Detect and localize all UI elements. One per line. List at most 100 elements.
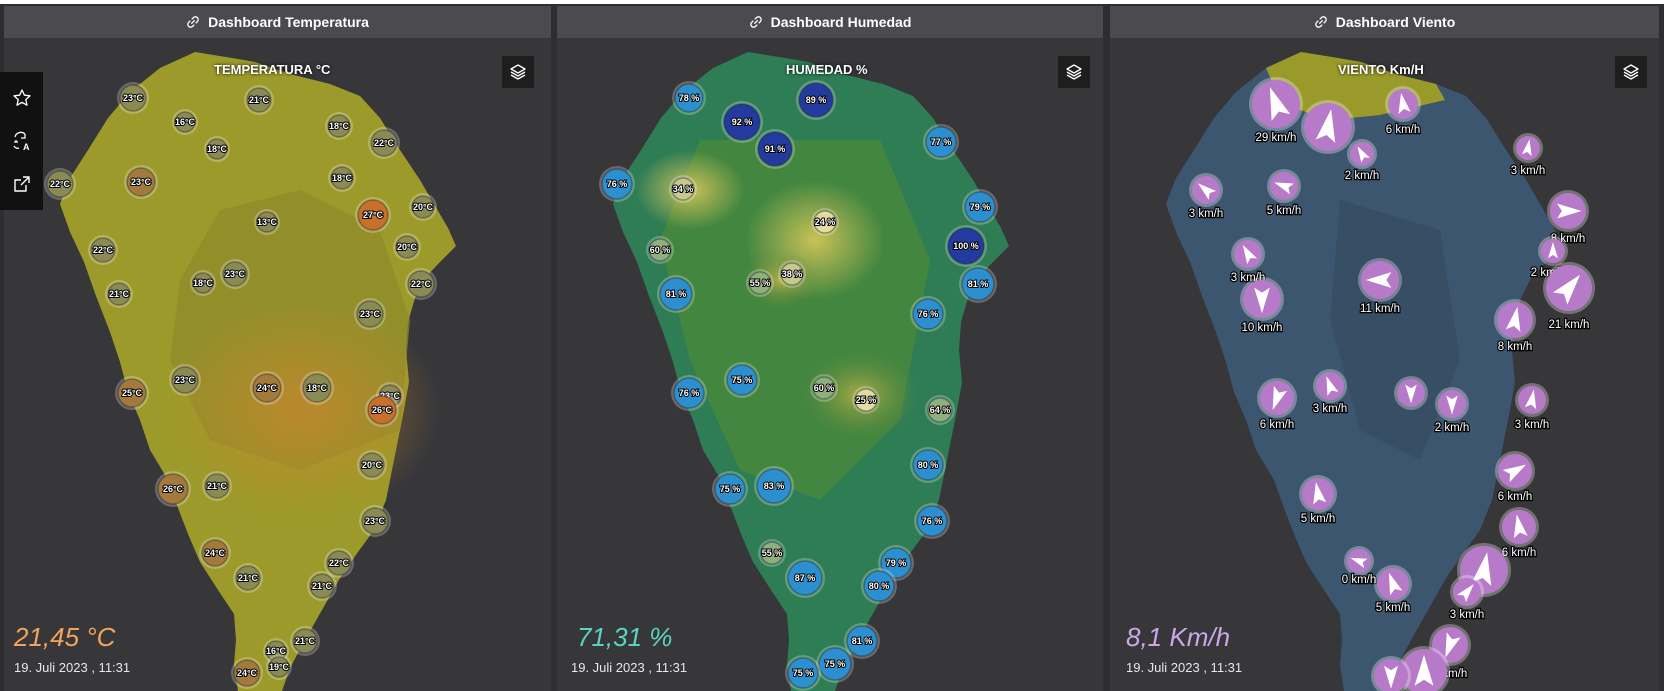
hum-station[interactable]: 81 % [844, 623, 880, 659]
hum-station[interactable]: 64 % [925, 395, 955, 425]
temp-station[interactable]: 16°C [172, 109, 198, 135]
hum-station[interactable]: 60 % [810, 374, 838, 402]
hum-station[interactable]: 91 % [755, 129, 795, 169]
temp-station[interactable]: 13°C [254, 209, 280, 235]
layers-button-humedad[interactable] [1058, 56, 1090, 88]
temp-station[interactable]: 24°C [231, 657, 263, 689]
temp-station[interactable]: 21°C [233, 563, 263, 593]
panel-title-humedad[interactable]: Dashboard Humedad [557, 6, 1103, 38]
temp-station[interactable]: 21°C [202, 471, 232, 501]
hum-station[interactable]: 79 % [878, 545, 914, 581]
hum-station[interactable]: 92 % [721, 101, 763, 143]
hum-station[interactable]: 55 % [746, 269, 774, 297]
temp-station[interactable]: 22°C [324, 548, 354, 578]
hum-station[interactable]: 76 % [671, 375, 707, 411]
hum-station[interactable]: 34 % [669, 175, 697, 203]
temp-station[interactable]: 16°C [263, 638, 289, 664]
temp-station[interactable]: 22°C [88, 235, 118, 265]
temp-station[interactable]: 22°C [44, 168, 76, 200]
hum-station[interactable]: 81 % [959, 265, 997, 303]
temp-station[interactable]: 22°C [405, 268, 437, 300]
temp-station[interactable]: 18°C [300, 371, 334, 405]
layers-button-viento[interactable] [1615, 56, 1647, 88]
wind-station[interactable]: 6 km/h [1257, 378, 1297, 432]
temp-station[interactable]: 23°C [124, 165, 158, 199]
wind-station[interactable]: 3 km/h [1187, 173, 1225, 221]
wind-station[interactable]: 8 km/h [1494, 299, 1536, 354]
hum-station[interactable]: 25 % [852, 386, 880, 414]
hum-station[interactable]: 79 % [962, 189, 998, 225]
temp-station[interactable]: 20°C [409, 193, 437, 221]
temp-station[interactable]: 22°C [368, 127, 400, 159]
wind-station[interactable] [1398, 646, 1450, 691]
hum-station[interactable]: 75 % [816, 645, 854, 683]
wind-station[interactable] [1371, 656, 1411, 691]
hum-station[interactable]: 75 % [785, 655, 821, 691]
hum-station[interactable]: 89 % [796, 80, 836, 120]
hum-station[interactable]: 100 % [945, 225, 987, 267]
wind-station[interactable]: 10 km/h [1240, 277, 1284, 335]
wind-station[interactable]: 5 km/h [1374, 565, 1412, 615]
wind-station[interactable]: 0 km/h [1340, 546, 1378, 587]
temp-station[interactable]: 20°C [393, 233, 421, 261]
temp-station[interactable]: 24°C [199, 537, 231, 569]
hum-station[interactable]: 76 % [599, 166, 635, 202]
temp-station[interactable]: 23°C [117, 82, 149, 114]
temp-station[interactable]: 21°C [105, 280, 133, 308]
wind-station[interactable]: 3 km/h [1509, 133, 1547, 178]
wind-station[interactable]: 21 km/h [1543, 262, 1595, 332]
wind-station[interactable]: 5 km/h [1299, 475, 1337, 526]
wind-station[interactable]: 6 km/h [1384, 86, 1422, 137]
temp-station[interactable]: 26°C [365, 393, 399, 427]
hum-station[interactable]: 38 % [778, 260, 806, 288]
temp-station[interactable]: 21°C [290, 626, 320, 656]
hum-station[interactable]: 24 % [811, 208, 839, 236]
temp-station[interactable]: 18°C [204, 136, 230, 162]
wind-station[interactable]: 8 km/h [1547, 190, 1589, 246]
hum-station[interactable]: 55 % [758, 539, 786, 567]
temp-station[interactable]: 21°C [307, 571, 337, 601]
share-button[interactable] [11, 173, 33, 195]
wind-station[interactable]: 3 km/h [1513, 383, 1551, 432]
temp-station[interactable]: 19°C [266, 654, 292, 680]
panel-title-viento[interactable]: Dashboard Viento [1110, 6, 1659, 38]
hum-station[interactable]: 83 % [754, 466, 794, 506]
favorite-button[interactable] [11, 87, 33, 109]
hum-station[interactable]: 78 % [672, 81, 706, 115]
translate-button[interactable]: A [11, 130, 33, 152]
hum-station[interactable]: 80 % [861, 568, 897, 604]
layers-button-temperatura[interactable] [502, 56, 534, 88]
hum-station[interactable]: 76 % [914, 503, 950, 539]
temp-station[interactable]: 23°C [220, 259, 250, 289]
wind-station[interactable] [1301, 100, 1355, 154]
wind-station[interactable]: 11 km/h [1358, 258, 1402, 316]
temp-station[interactable]: 23°C [354, 298, 386, 330]
hum-station[interactable]: 75 % [712, 471, 748, 507]
hum-station[interactable]: 75 % [724, 362, 760, 398]
temp-station[interactable]: 24°C [250, 371, 284, 405]
hum-station[interactable]: 81 % [657, 275, 695, 313]
wind-station[interactable]: 2 km/h [1433, 387, 1471, 435]
wind-station[interactable]: 2 km/h [1343, 139, 1381, 183]
hum-station[interactable]: 77 % [923, 124, 959, 160]
wind-station[interactable]: 3 km/h [1311, 369, 1349, 416]
temp-station[interactable]: 26°C [155, 471, 191, 507]
hum-station[interactable]: 87 % [785, 558, 825, 598]
temp-station[interactable]: 27°C [355, 197, 391, 233]
hum-station[interactable]: 60 % [646, 236, 674, 264]
temp-station[interactable]: 21°C [244, 85, 274, 115]
hum-station[interactable]: 76 % [910, 296, 946, 332]
temp-station[interactable]: 23°C [169, 364, 201, 396]
temp-station[interactable]: 18°C [325, 112, 353, 140]
wind-station[interactable] [1394, 376, 1428, 410]
wind-station[interactable]: 29 km/h [1249, 77, 1303, 145]
temp-station[interactable]: 25°C [115, 376, 149, 410]
temp-station[interactable]: 18°C [328, 164, 356, 192]
temp-station[interactable]: 23°C [359, 505, 391, 537]
wind-station[interactable]: 3 km/h [1229, 237, 1267, 285]
wind-station[interactable]: 5 km/h [1265, 169, 1303, 218]
wind-station[interactable]: 3 km/h [1448, 575, 1486, 622]
temp-station[interactable]: 20°C [357, 450, 387, 480]
wind-station[interactable]: 6 km/h [1495, 451, 1535, 504]
hum-station[interactable]: 80 % [910, 447, 946, 483]
